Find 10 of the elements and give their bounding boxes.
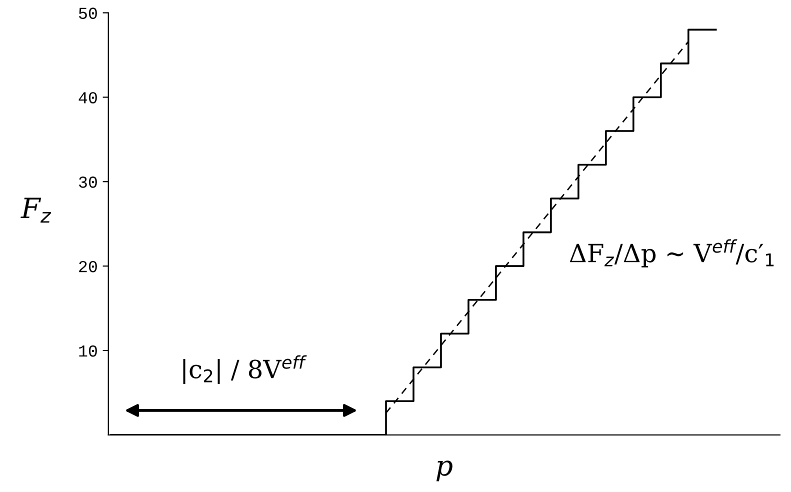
- annotation: ΔF$_{z}$/Δp ∼ V$^{eff}$/c′$_{1}$: [570, 239, 774, 268]
- y-tick-label: 10: [79, 345, 97, 357]
- y-axis-title: F$_{z}$: [20, 198, 52, 223]
- y-tick-label: 30: [78, 176, 97, 188]
- y-tick-label: 50: [78, 8, 97, 19]
- y-tick-label: 20: [79, 260, 97, 272]
- y-tick-label: 40: [78, 92, 97, 104]
- x-axis-title: p: [436, 460, 452, 482]
- annotation: |c$_{2}$| / 8V$^{eff}$: [183, 355, 307, 384]
- line-series: [385, 40, 690, 414]
